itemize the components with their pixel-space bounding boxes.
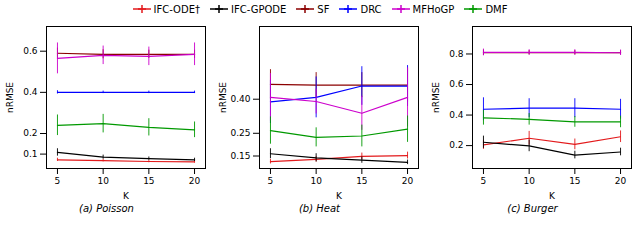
svg-text:15: 15 [143,176,154,186]
svg-text:5: 5 [481,176,487,186]
svg-text:5: 5 [268,176,274,186]
svg-text:0.2: 0.2 [449,140,463,150]
html-text:(b) Heat: (b) Heat [299,203,340,214]
svg-text:0.40: 0.40 [230,94,250,104]
svg-text:K: K [123,191,130,201]
svg-text:15: 15 [569,176,580,186]
svg-text:0.15: 0.15 [230,151,250,161]
svg-text:5: 5 [55,176,61,186]
svg-text:nRMSE: nRMSE [5,82,15,113]
html-text:IFC-GPODE: IFC-GPODE [231,3,287,15]
svg-text:0.4: 0.4 [449,110,464,120]
svg-text:15: 15 [356,176,367,186]
svg-text:20: 20 [402,176,414,186]
svg-text:0.1: 0.1 [23,149,37,159]
svg-text:0.2: 0.2 [23,128,37,138]
svg-text:nRMSE: nRMSE [218,82,228,113]
svg-text:10: 10 [523,176,535,186]
svg-text:K: K [336,191,343,201]
svg-text:0.6: 0.6 [449,79,464,89]
html-text:IFC-ODE†: IFC-ODE† [153,3,200,15]
svg-text:10: 10 [97,176,109,186]
html-text:DMF: DMF [485,3,508,15]
svg-text:20: 20 [189,176,201,186]
svg-text:nRMSE: nRMSE [431,82,441,113]
svg-text:20: 20 [615,176,627,186]
svg-text:K: K [549,191,556,201]
html-text:(c) Burger: (c) Burger [507,203,558,214]
html-text:(a) Poisson: (a) Poisson [79,203,134,214]
svg-text:0.4: 0.4 [23,87,38,97]
svg-text:10: 10 [310,176,322,186]
svg-text:0.6: 0.6 [23,46,38,56]
html-text:MFHoGP: MFHoGP [412,3,455,15]
html-text:SF: SF [317,3,330,15]
svg-text:0.25: 0.25 [230,128,250,138]
svg-text:0.8: 0.8 [449,49,464,59]
html-text:DRC: DRC [360,3,382,15]
